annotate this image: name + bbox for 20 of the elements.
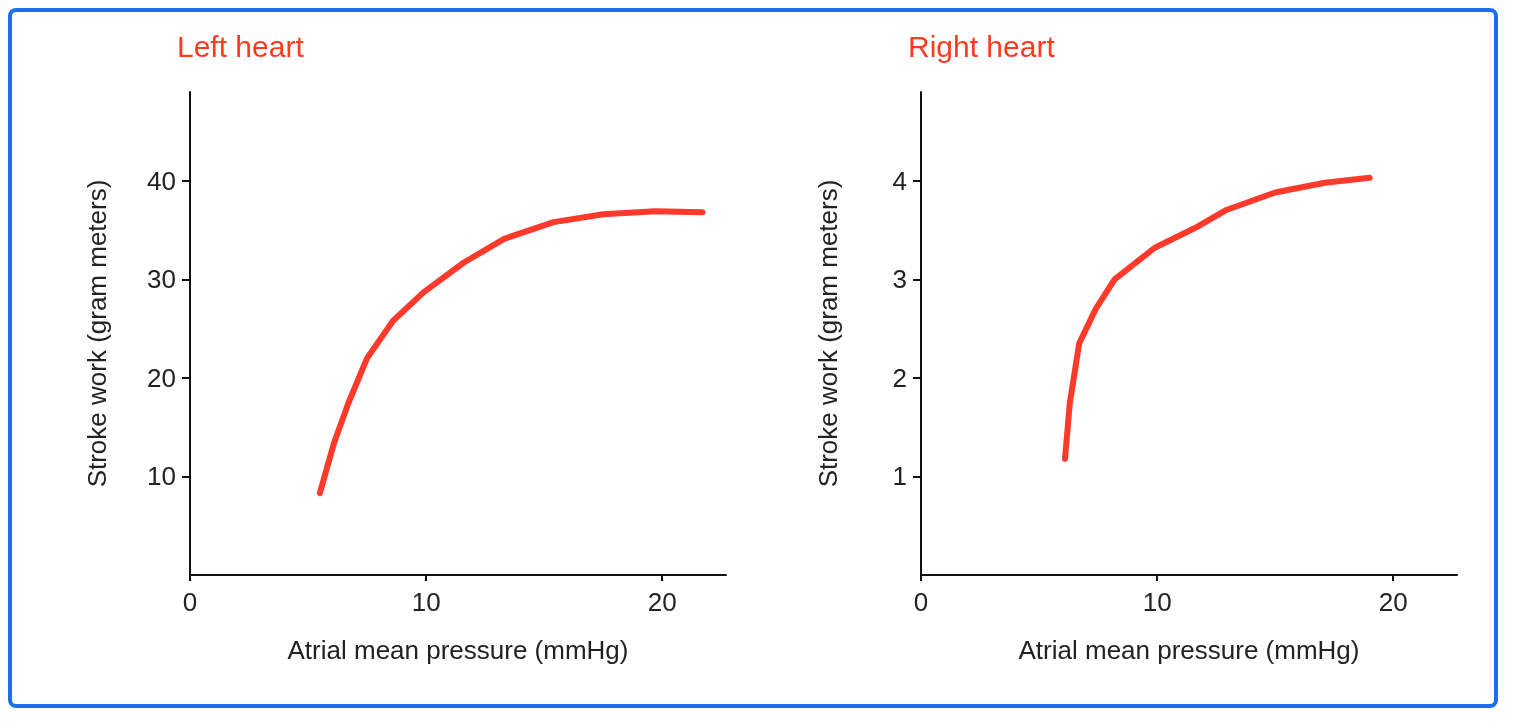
- y-axis-title: Stroke work (gram meters): [82, 179, 112, 488]
- x-tick-label: 0: [182, 587, 198, 617]
- y-tick-label: 40: [147, 165, 176, 196]
- chart-title: Left heart: [177, 29, 305, 63]
- y-tick-label: 30: [147, 264, 176, 295]
- y-axis-title: Stroke work (gram meters): [813, 179, 843, 488]
- x-tick-label: 10: [1142, 587, 1172, 617]
- y-tick-label: 1: [892, 461, 907, 492]
- x-tick-label: 20: [647, 587, 677, 617]
- y-tick-label: 4: [892, 165, 907, 196]
- x-tick-label: 20: [1378, 587, 1408, 617]
- x-tick-label: 0: [913, 587, 929, 617]
- chart-title: Right heart: [908, 29, 1056, 63]
- x-tick-label: 10: [411, 587, 441, 617]
- y-tick-label: 2: [892, 362, 907, 393]
- x-axis-title: Atrial mean pressure (mmHg): [1018, 635, 1360, 665]
- y-tick-label: 10: [147, 461, 176, 492]
- y-tick-label: 3: [892, 264, 907, 295]
- y-tick-label: 20: [147, 362, 176, 393]
- x-axis-title: Atrial mean pressure (mmHg): [287, 635, 629, 665]
